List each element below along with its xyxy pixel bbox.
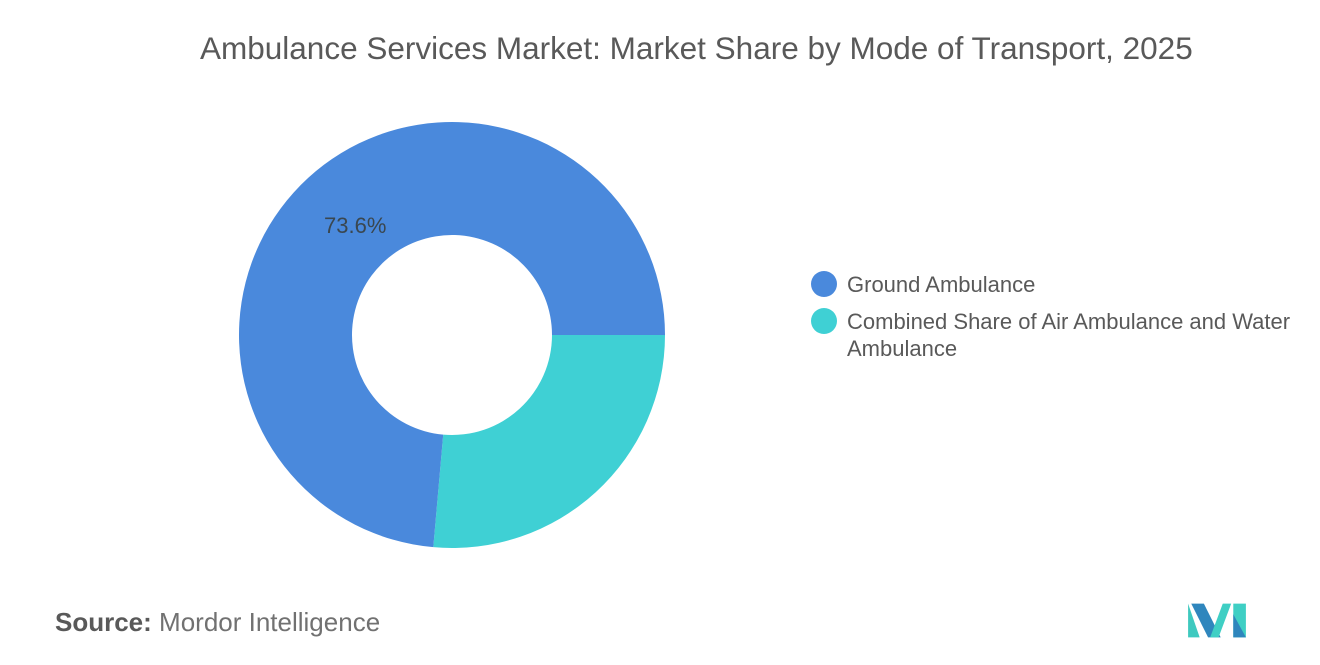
svg-text:73.6%: 73.6% bbox=[324, 213, 386, 238]
